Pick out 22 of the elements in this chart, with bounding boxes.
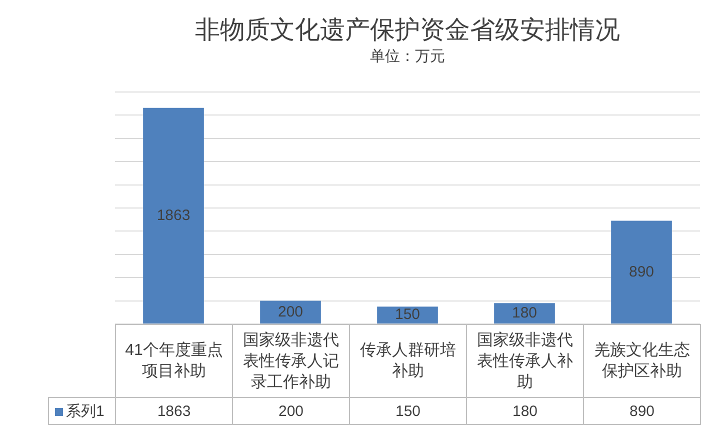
- data-label: 1863: [116, 398, 232, 424]
- chart-subtitle: 单位：万元: [370, 48, 445, 66]
- data-label: 150: [394, 306, 420, 324]
- bar: [611, 220, 672, 324]
- data-label: 200: [232, 398, 350, 424]
- chart-title: 非物质文化遗产保护资金省级安排情况: [195, 16, 620, 44]
- x-tick-label: 传承人群研培补助: [350, 324, 466, 398]
- bar: [260, 300, 321, 324]
- data-label: 180: [466, 398, 584, 424]
- x-tick-label: 羌族文化生态保护区补助: [584, 324, 700, 398]
- data-label: 890: [628, 263, 654, 280]
- x-tick-label: 41个年度重点项目补助: [116, 324, 232, 398]
- data-label: 890: [584, 398, 700, 424]
- data-label: 200: [278, 303, 304, 320]
- bar: [143, 108, 204, 324]
- data-label: 1863: [156, 206, 190, 224]
- x-tick-label: 国家级非遗代表性传承人补助: [466, 324, 584, 398]
- legend-label: 系列1: [48, 398, 116, 424]
- bar: [494, 303, 555, 324]
- x-tick-label: 国家级非遗代表性传承人记录工作补助: [232, 324, 350, 398]
- data-label: 180: [512, 304, 538, 322]
- data-label: 150: [350, 398, 466, 424]
